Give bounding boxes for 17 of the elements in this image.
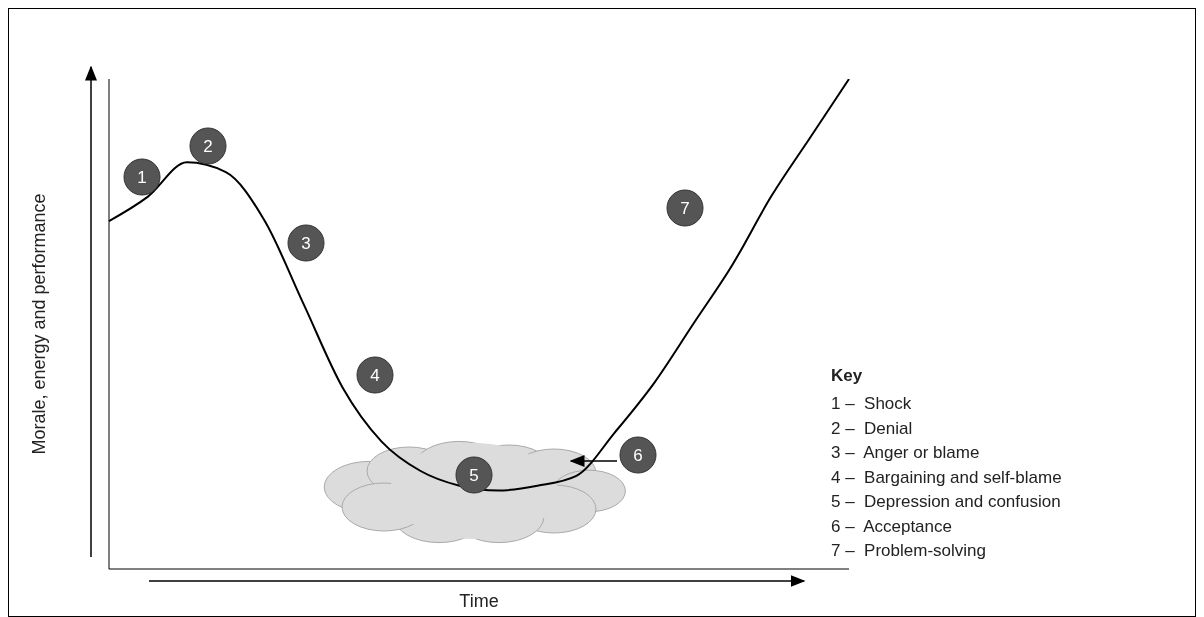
annotation: 2 – Denial — [831, 418, 913, 438]
annotation: 4 — [370, 366, 380, 385]
annotation: Key — [831, 366, 863, 385]
annotation: 5 — [469, 466, 479, 485]
annotation: 6 – Acceptance — [831, 516, 952, 536]
annotation: 1 — [137, 168, 147, 187]
annotation: 3 — [301, 234, 311, 253]
annotation: 2 — [203, 137, 213, 156]
annotation: 3 – Anger or blame — [831, 443, 980, 462]
annotation: 1 – Shock — [831, 394, 912, 413]
annotation: 5 – Depression and confusion — [831, 492, 1061, 511]
x-axis-title: Time — [459, 591, 499, 611]
y-axis-title: Morale, energy and performance — [29, 193, 50, 455]
annotation: 7 – Problem-solving — [831, 541, 986, 560]
annotation: 4 – Bargaining and self-blame — [831, 467, 1062, 487]
annotation: 6 — [633, 446, 643, 465]
annotation: 7 — [680, 199, 690, 218]
